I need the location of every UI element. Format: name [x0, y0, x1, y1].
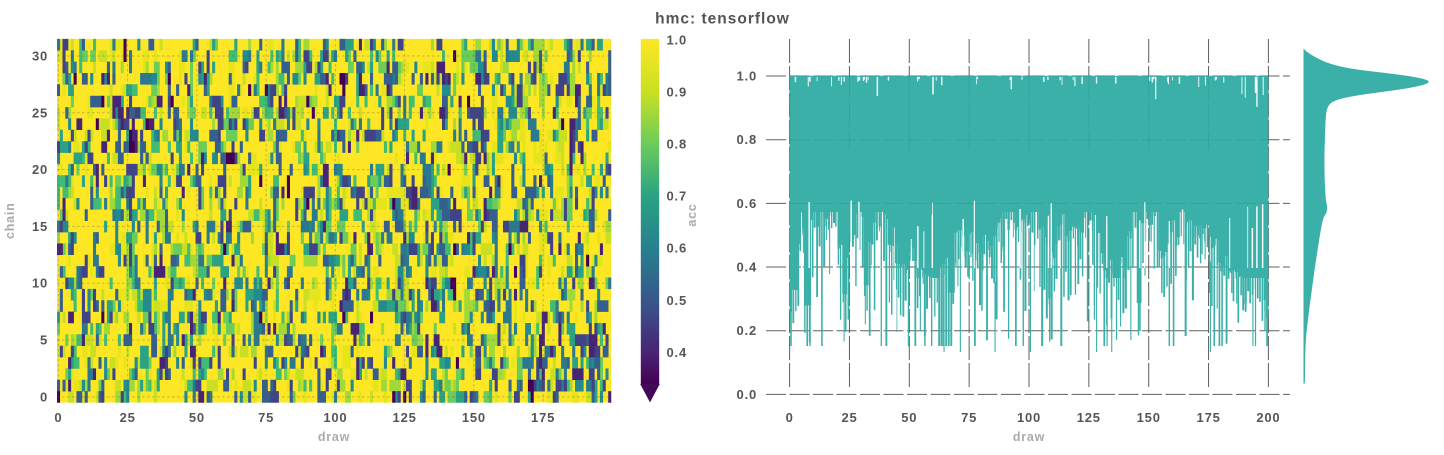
- svg-text:150: 150: [1137, 410, 1161, 425]
- svg-text:0.2: 0.2: [737, 323, 757, 338]
- svg-text:0.5: 0.5: [667, 293, 687, 308]
- svg-text:15: 15: [32, 219, 48, 234]
- svg-text:0.6: 0.6: [667, 241, 687, 256]
- svg-text:0: 0: [786, 410, 794, 425]
- svg-text:0.0: 0.0: [737, 387, 757, 402]
- svg-text:25: 25: [120, 410, 136, 425]
- svg-text:0.6: 0.6: [737, 196, 757, 211]
- svg-text:50: 50: [189, 410, 205, 425]
- svg-text:75: 75: [961, 410, 977, 425]
- svg-text:25: 25: [32, 105, 48, 120]
- svg-text:0.9: 0.9: [667, 85, 687, 100]
- svg-text:acc: acc: [685, 203, 699, 226]
- svg-text:20: 20: [32, 162, 48, 177]
- svg-text:draw: draw: [318, 430, 350, 444]
- svg-text:125: 125: [393, 410, 417, 425]
- svg-text:1.0: 1.0: [667, 33, 687, 48]
- svg-text:0.7: 0.7: [667, 189, 687, 204]
- svg-text:0: 0: [40, 389, 48, 404]
- svg-text:125: 125: [1077, 410, 1101, 425]
- svg-text:75: 75: [258, 410, 274, 425]
- svg-text:200: 200: [1256, 410, 1280, 425]
- svg-text:30: 30: [32, 48, 48, 63]
- svg-text:chain: chain: [3, 202, 17, 239]
- svg-text:1.0: 1.0: [737, 69, 757, 84]
- svg-text:150: 150: [462, 410, 486, 425]
- svg-text:25: 25: [841, 410, 857, 425]
- svg-text:0.8: 0.8: [737, 132, 757, 147]
- svg-text:175: 175: [531, 410, 555, 425]
- svg-text:100: 100: [323, 410, 347, 425]
- svg-text:draw: draw: [1013, 430, 1045, 444]
- svg-text:10: 10: [32, 276, 48, 291]
- svg-text:0: 0: [54, 410, 62, 425]
- svg-text:hmc: tensorflow: hmc: tensorflow: [655, 11, 790, 28]
- svg-text:175: 175: [1197, 410, 1221, 425]
- svg-text:0.4: 0.4: [737, 260, 757, 275]
- svg-text:50: 50: [901, 410, 917, 425]
- svg-text:5: 5: [40, 333, 48, 348]
- svg-text:100: 100: [1017, 410, 1041, 425]
- svg-text:0.8: 0.8: [667, 137, 687, 152]
- svg-text:0.4: 0.4: [667, 345, 687, 360]
